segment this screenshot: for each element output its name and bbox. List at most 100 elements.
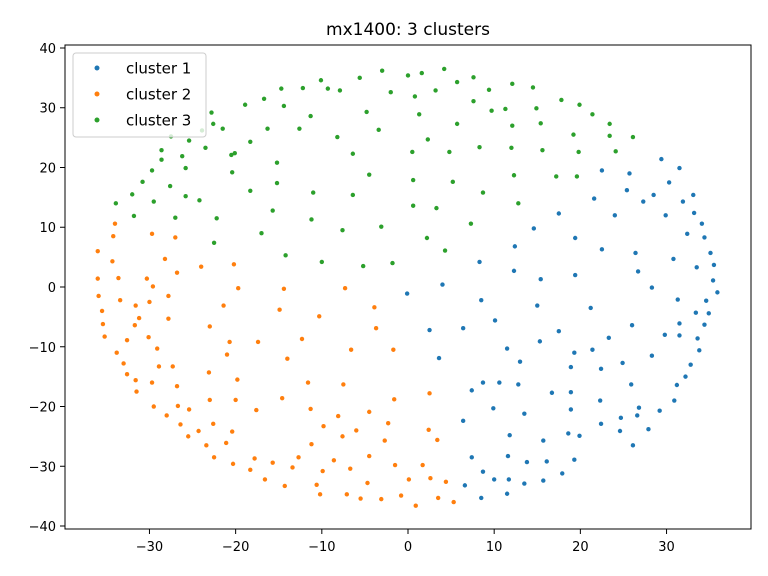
data-point bbox=[428, 476, 433, 481]
data-point bbox=[121, 361, 126, 366]
data-point bbox=[390, 260, 395, 266]
data-point bbox=[590, 112, 595, 117]
data-point bbox=[405, 73, 411, 78]
data-point bbox=[629, 382, 634, 387]
data-point bbox=[113, 201, 119, 206]
data-point bbox=[699, 221, 705, 226]
data-point bbox=[671, 256, 676, 262]
data-point bbox=[282, 483, 287, 489]
data-point bbox=[317, 492, 323, 497]
data-point bbox=[460, 326, 466, 331]
data-point bbox=[124, 337, 130, 343]
data-point bbox=[524, 459, 530, 465]
data-point bbox=[300, 85, 306, 91]
data-point bbox=[708, 250, 713, 256]
data-point bbox=[677, 165, 682, 171]
data-point bbox=[203, 145, 208, 150]
data-point bbox=[590, 347, 595, 352]
data-point bbox=[204, 443, 209, 448]
data-point bbox=[606, 335, 611, 340]
data-point bbox=[505, 453, 511, 459]
data-point bbox=[95, 248, 100, 254]
data-point bbox=[262, 477, 268, 482]
data-point bbox=[480, 469, 486, 474]
data-point bbox=[114, 350, 119, 355]
data-point bbox=[290, 465, 295, 470]
data-point bbox=[540, 147, 545, 153]
data-point bbox=[248, 139, 253, 144]
data-point bbox=[630, 134, 636, 140]
x-tick-label: −30 bbox=[136, 540, 163, 555]
legend-marker bbox=[94, 65, 100, 71]
y-axis: −40 −30 −20 −10 0 10 20 30 40 bbox=[29, 42, 65, 535]
data-point bbox=[100, 321, 106, 327]
data-point bbox=[170, 364, 175, 369]
data-point bbox=[460, 418, 466, 424]
data-point bbox=[230, 461, 236, 467]
data-point bbox=[308, 406, 313, 412]
data-point bbox=[166, 316, 171, 321]
data-point bbox=[281, 103, 287, 109]
data-point bbox=[178, 422, 183, 427]
data-point bbox=[522, 481, 527, 486]
legend-label: cluster 3 bbox=[126, 112, 191, 130]
data-point bbox=[124, 372, 130, 377]
data-point bbox=[382, 438, 387, 443]
data-point bbox=[270, 460, 275, 465]
data-point bbox=[433, 88, 438, 93]
data-point bbox=[447, 149, 452, 155]
data-point bbox=[620, 360, 625, 366]
data-point bbox=[511, 268, 517, 274]
data-point bbox=[503, 106, 508, 112]
data-point bbox=[151, 404, 156, 409]
data-point bbox=[477, 144, 482, 150]
data-point bbox=[559, 97, 564, 103]
data-point bbox=[279, 86, 284, 91]
data-point bbox=[440, 282, 445, 287]
data-point bbox=[571, 132, 576, 137]
legend-marker bbox=[94, 91, 100, 97]
data-point bbox=[134, 389, 139, 394]
legend: cluster 1 cluster 2 cluster 3 bbox=[72, 52, 207, 138]
data-point bbox=[480, 380, 486, 385]
data-point bbox=[144, 276, 150, 281]
data-point bbox=[436, 355, 442, 361]
data-point bbox=[424, 235, 430, 241]
data-point bbox=[360, 263, 366, 269]
data-point bbox=[279, 395, 285, 401]
data-point bbox=[354, 428, 359, 433]
data-point bbox=[309, 217, 314, 222]
data-point bbox=[510, 123, 515, 128]
data-point bbox=[357, 75, 362, 81]
data-point bbox=[597, 398, 603, 403]
x-axis: −30 −20 −10 0 10 20 30 bbox=[136, 529, 675, 555]
data-point bbox=[373, 326, 379, 331]
data-point bbox=[372, 305, 377, 310]
data-point bbox=[715, 290, 720, 295]
data-point bbox=[149, 168, 155, 173]
data-point bbox=[149, 231, 155, 237]
data-point bbox=[568, 364, 574, 370]
data-point bbox=[227, 339, 232, 345]
data-point bbox=[132, 323, 138, 328]
data-point bbox=[504, 491, 510, 496]
data-point bbox=[164, 413, 169, 418]
data-point bbox=[486, 87, 492, 93]
data-point bbox=[512, 244, 518, 249]
y-tick-label: −20 bbox=[29, 401, 56, 416]
data-point bbox=[319, 259, 325, 265]
data-point bbox=[117, 297, 123, 303]
data-point bbox=[111, 234, 116, 239]
data-point bbox=[479, 495, 484, 501]
data-point bbox=[274, 160, 280, 165]
data-point bbox=[198, 264, 204, 269]
data-point bbox=[412, 94, 418, 99]
data-point bbox=[635, 413, 640, 418]
data-point bbox=[425, 137, 431, 142]
data-point bbox=[471, 75, 476, 80]
x-tick-label: −20 bbox=[222, 540, 249, 555]
data-point bbox=[350, 192, 356, 198]
data-point bbox=[348, 466, 353, 471]
data-point bbox=[281, 286, 287, 291]
